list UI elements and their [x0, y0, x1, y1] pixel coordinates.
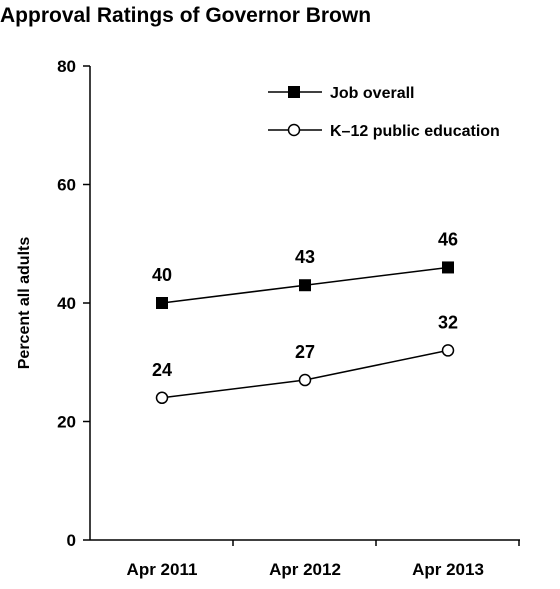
data-label: 40 [152, 265, 172, 285]
data-label: 24 [152, 360, 172, 380]
axes: 0 20 40 60 80 Apr 2011 Apr 2012 Apr 2013 Percent… [16, 57, 520, 579]
x-tick-label: Apr 2013 [412, 560, 484, 579]
legend: Job overall K–12 public education [268, 85, 500, 140]
y-tick-label: 60 [57, 176, 76, 195]
y-tick-label: 0 [67, 531, 76, 550]
data-point [299, 279, 311, 292]
chart-title: Approval Ratings of Governor Brown [0, 4, 372, 27]
data-label: 27 [295, 342, 315, 362]
x-tick-label: Apr 2012 [269, 560, 341, 579]
data-label: 43 [295, 247, 315, 267]
data-point [441, 344, 455, 357]
y-axis-label: Percent all adults [16, 237, 33, 370]
series-layer: 40 43 46 24 27 32 [152, 229, 458, 405]
legend-label: Job overall [330, 85, 414, 102]
legend-marker [288, 86, 300, 98]
series-1: 40 43 46 [152, 229, 458, 309]
legend-item-1: Job overall [268, 85, 414, 102]
legend-item-2: K–12 public education [268, 123, 500, 140]
legend-label: K–12 public education [330, 123, 500, 140]
data-label: 46 [438, 229, 458, 249]
data-label: 32 [438, 312, 458, 332]
data-point [156, 297, 168, 309]
legend-marker [287, 123, 301, 137]
data-point [155, 391, 169, 405]
data-point [442, 261, 454, 274]
series-2: 24 27 32 [152, 312, 458, 405]
y-tick-label: 40 [57, 294, 76, 313]
data-point [298, 373, 312, 387]
y-tick-label: 80 [57, 57, 76, 76]
x-tick-label: Apr 2011 [127, 560, 198, 579]
y-tick-label: 20 [57, 413, 76, 432]
